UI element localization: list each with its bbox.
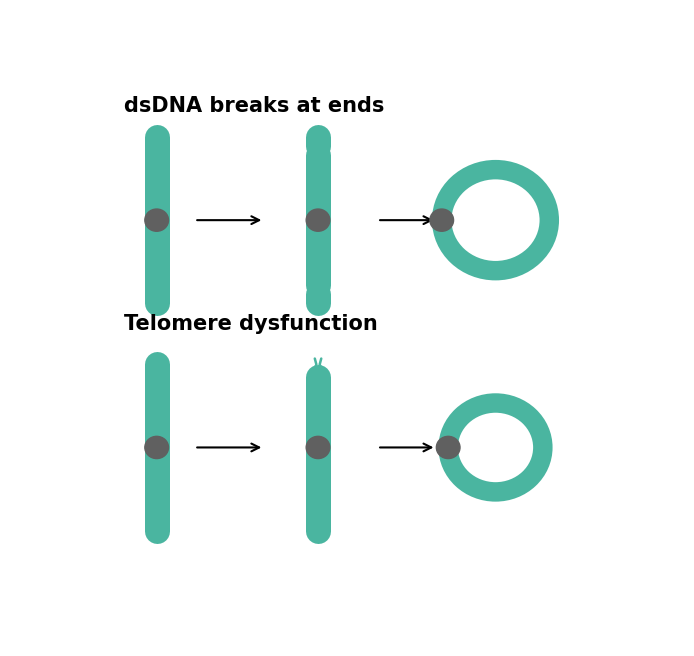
Circle shape — [437, 436, 460, 459]
Circle shape — [430, 209, 454, 232]
Circle shape — [306, 209, 330, 232]
Text: dsDNA breaks at ends: dsDNA breaks at ends — [124, 96, 384, 116]
Text: Telomere dysfunction: Telomere dysfunction — [124, 314, 378, 334]
Circle shape — [306, 436, 330, 459]
Circle shape — [145, 209, 169, 232]
Circle shape — [145, 436, 169, 459]
